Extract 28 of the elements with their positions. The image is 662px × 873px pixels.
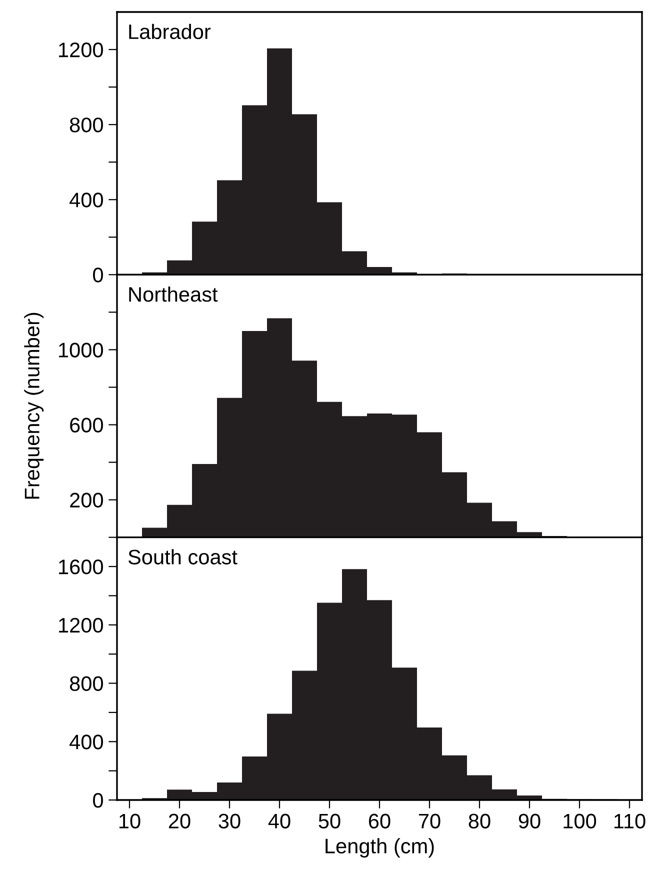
y-tick-label: 0 bbox=[93, 268, 103, 282]
x-tick-label: 90 bbox=[518, 814, 540, 828]
y-tick-label: 600 bbox=[70, 418, 103, 433]
x-tick-label: 10 bbox=[120, 814, 140, 828]
x-tick-label: 80 bbox=[468, 814, 490, 828]
y-tick-label: 400 bbox=[70, 192, 103, 208]
x-tick-label: 100 bbox=[564, 814, 596, 828]
x-tick-label: 30 bbox=[218, 814, 240, 828]
x-tick-label: 60 bbox=[368, 814, 390, 828]
x-tick-label: 70 bbox=[418, 814, 440, 828]
y-tick-label: 1600 bbox=[59, 560, 103, 574]
y-tick-label: 200 bbox=[70, 492, 103, 508]
y-tick-label: 800 bbox=[70, 118, 103, 132]
x-tick-label: 40 bbox=[268, 814, 290, 828]
y-tick-label: 0 bbox=[93, 793, 103, 808]
y-tick-label: 1000 bbox=[59, 342, 103, 358]
x-tick-label: 20 bbox=[168, 814, 190, 828]
x-tick-label: 50 bbox=[318, 814, 340, 828]
chart-title: South coast bbox=[128, 549, 238, 564]
x-axis-title: Length (cm) bbox=[326, 838, 434, 858]
y-axis-title: Frequency (number) bbox=[24, 312, 44, 499]
x-tick-label: 110 bbox=[614, 814, 646, 828]
y-tick-label: 800 bbox=[70, 676, 103, 692]
y-tick-label: 1200 bbox=[59, 42, 103, 58]
y-tick-label: 1200 bbox=[59, 618, 103, 633]
y-tick-label: 400 bbox=[70, 734, 103, 750]
chart-title: Northeast bbox=[129, 286, 218, 302]
chart-title: Labrador bbox=[129, 24, 211, 40]
